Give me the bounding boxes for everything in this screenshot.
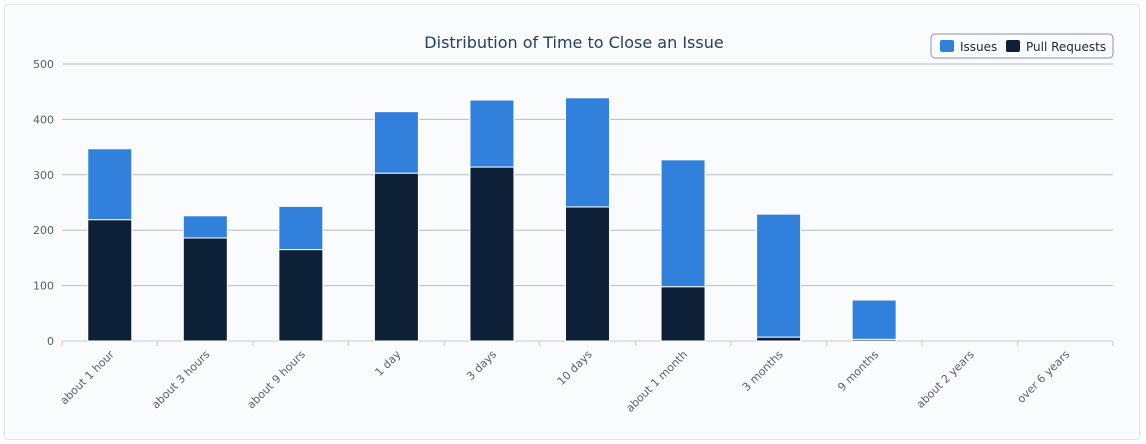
bar-pull-requests[interactable] [756, 336, 802, 342]
bar-pull-requests[interactable] [182, 237, 228, 342]
legend-label-pull-requests[interactable]: Pull Requests [1026, 40, 1106, 54]
bar-issues[interactable] [660, 159, 706, 288]
bar-issues[interactable] [278, 205, 324, 251]
y-axis: 0 100 200 300 400 500 [33, 58, 54, 348]
x-axis: about 1 hour about 3 hours about 9 hours 1 … [58, 341, 1114, 415]
legend-box [930, 33, 1114, 59]
y-tick-label: 400 [33, 113, 54, 126]
x-tick-label: 3 months [740, 348, 786, 394]
y-tick-label: 300 [33, 169, 54, 182]
bar-issues[interactable] [182, 215, 228, 239]
x-tick-label: about 9 hours [245, 348, 309, 412]
bar-pull-requests[interactable] [660, 286, 706, 342]
legend-swatch-issues[interactable] [940, 40, 954, 52]
bar-pull-requests[interactable] [373, 172, 419, 342]
legend-swatch-pull-requests[interactable] [1006, 40, 1020, 52]
x-tick-label: 1 day [373, 348, 404, 379]
chart-title: Distribution of Time to Close an Issue [424, 33, 723, 52]
x-tick-label: about 1 hour [58, 348, 118, 408]
bar-issues[interactable] [756, 213, 802, 338]
bar-issues[interactable] [373, 111, 419, 174]
legend-label-issues[interactable]: Issues [960, 40, 997, 54]
bar-issues[interactable] [87, 148, 133, 221]
y-tick-label: 200 [33, 224, 54, 237]
x-tick-label: 3 days [464, 348, 499, 383]
bar-pull-requests[interactable] [87, 219, 133, 342]
x-tick-label: 10 days [555, 348, 595, 388]
bar-issues[interactable] [565, 97, 610, 208]
legend: Issues Pull Requests [930, 33, 1114, 59]
y-tick-label: 0 [47, 335, 54, 348]
bar-issues[interactable] [469, 99, 515, 168]
y-tick-label: 100 [33, 280, 54, 293]
bar-pull-requests[interactable] [565, 206, 610, 342]
y-tick-label: 500 [33, 58, 54, 71]
bar-pull-requests[interactable] [469, 166, 515, 342]
bar-pull-requests[interactable] [278, 249, 324, 342]
bar-issues[interactable] [851, 299, 897, 340]
x-tick-label: 9 months [835, 348, 881, 394]
bars [87, 97, 897, 342]
x-tick-label: over 6 years [1015, 348, 1073, 406]
x-tick-label: about 2 years [914, 348, 977, 411]
x-tick-label: about 3 hours [149, 348, 213, 412]
x-tick-label: about 1 month [623, 348, 690, 415]
